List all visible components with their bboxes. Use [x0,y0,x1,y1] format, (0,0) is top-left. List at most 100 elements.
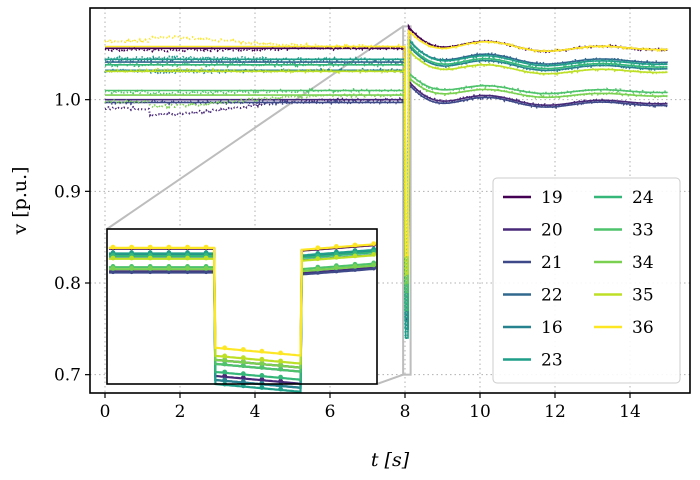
inset-series-24-point [222,369,228,375]
inset-series-21-point [110,269,116,275]
inset-series-35-point [147,255,153,261]
inset-series-36-point [203,244,209,250]
inset-series-36 [109,241,377,357]
inset-series-35-point [334,254,339,260]
series-20-line [105,79,668,321]
zoom-connector-bottom [376,373,404,385]
x-tick-label: 0 [100,402,111,422]
y-tick-label: 0.7 [54,366,81,386]
series-23 [104,37,669,339]
series-24 [104,40,668,313]
inset-series-36-point [278,350,283,356]
inset-series-21-point [129,269,135,275]
inset-series-21-point [166,269,172,275]
inset-series-23-point [259,385,265,390]
inset-series-35-point [259,356,265,362]
main-plot-area [104,23,669,339]
inset-series-21-point [147,269,153,275]
inset-series-36-point [334,244,339,249]
series-23-line [105,37,668,339]
legend-item-35: 35 [594,286,654,306]
legend-label: 23 [541,351,563,371]
series-34 [104,75,668,286]
series-21-line [105,82,668,330]
y-axis-label: v [p.u.] [9,166,31,235]
inset-series-35-point [222,353,228,359]
x-axis-label: t [s] [371,449,410,471]
legend-item-24: 24 [594,188,654,208]
inset-series-34-point [334,265,339,271]
series-34-measured [104,76,668,286]
inset-series-36-point [315,245,321,251]
inset-series-36-point [222,345,228,351]
inset-series-35-point [185,255,190,261]
series-33 [104,71,669,294]
series-21 [104,80,668,331]
inset-series-36-point [185,244,190,250]
inset-series-23-point [278,386,283,392]
inset-series-34-point [166,266,172,271]
x-tick-label: 6 [325,402,336,422]
series-35-line [105,48,668,275]
inset-series-24-point [259,373,265,378]
legend-item-33: 33 [594,221,654,241]
series-35 [105,48,668,277]
legend-item-23: 23 [503,351,563,371]
inset-series-21-point [185,269,190,275]
legend-item-36: 36 [594,318,654,338]
y-tick-label: 1.0 [54,91,81,111]
inset-series-35-point [203,255,209,261]
series-22 [104,36,669,295]
inset-series-35-point [240,355,246,360]
series-22-line [105,37,668,294]
zoom-inset [106,228,378,394]
inset-series-33-point [240,363,246,368]
inset-series-21-point [203,269,209,275]
inset-series-33-point [278,366,283,372]
inset-series-24-point [240,371,246,377]
legend-item-19: 19 [503,188,563,208]
legend-item-16: 16 [503,318,563,338]
inset-series-36-point [166,244,172,250]
legend-label: 22 [541,286,563,306]
series-24-line [105,41,668,312]
series-20 [104,79,669,322]
legend-label: 21 [541,253,563,273]
legend-item-20: 20 [503,221,563,241]
inset-series-34-point [240,359,246,364]
inset-series-20-point [278,378,283,384]
zoom-region-box [402,25,412,376]
inset-series-34-point [259,360,265,366]
inset-series-20-point [222,373,228,379]
inset-series-36-point [240,347,246,352]
x-tick-label: 14 [619,402,641,422]
inset-series-24-point [278,374,283,380]
inset-series-34-point [110,266,116,271]
inset-series-34-point [222,357,228,363]
legend-item-34: 34 [594,253,654,273]
inset-series-20-point [240,375,246,381]
series-35-measured [105,49,668,277]
inset-series-34-point [278,362,283,368]
legend-label: 20 [541,221,563,241]
x-tick-label: 10 [469,402,491,422]
x-tick-label: 2 [175,402,186,422]
series-33-line [105,71,668,294]
inset-series-34-point [371,262,377,268]
inset-series-34 [109,262,377,369]
inset-series-16-point [222,377,228,383]
legend: 19 20 21 22 16 23 24 33 34 35 36 [492,177,681,384]
inset-series-35-point [352,253,358,259]
inset-series-34-point [147,266,153,271]
inset-series-34-point [129,266,135,271]
inset-series-35-point [315,256,321,262]
inset-series-36-point [352,242,358,248]
inset-series-35-point [129,255,135,261]
inset-series-36-point [147,244,153,250]
zoom-connector-top [106,25,404,230]
inset-series-21-point [334,268,339,274]
inset-series-34-point [352,263,358,269]
inset-series-20-point [259,377,265,382]
inset-series-34-point [315,266,321,272]
inset-series-35-point [110,255,116,261]
